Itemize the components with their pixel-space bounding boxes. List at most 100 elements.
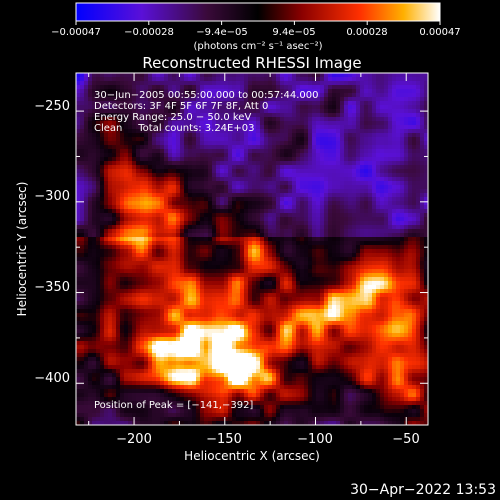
heatmap-cell bbox=[116, 269, 121, 274]
heatmap-cell bbox=[232, 125, 237, 130]
heatmap-cell bbox=[248, 185, 253, 190]
heatmap-cell bbox=[188, 181, 193, 186]
heatmap-cell bbox=[228, 305, 233, 310]
heatmap-cell bbox=[220, 157, 225, 162]
heatmap-cell bbox=[100, 373, 105, 378]
heatmap-cell bbox=[300, 181, 305, 186]
heatmap-cell bbox=[144, 421, 149, 425]
heatmap-cell bbox=[100, 357, 105, 362]
heatmap-cell bbox=[224, 317, 229, 322]
heatmap-cell bbox=[148, 125, 153, 130]
heatmap-cell bbox=[196, 125, 201, 130]
heatmap-cell bbox=[180, 409, 185, 414]
heatmap-cell bbox=[88, 189, 93, 194]
heatmap-cell bbox=[156, 297, 161, 302]
heatmap-cell bbox=[144, 261, 149, 266]
heatmap-cell bbox=[196, 149, 201, 154]
heatmap-cell bbox=[264, 361, 269, 366]
heatmap-cell bbox=[256, 193, 261, 198]
heatmap-cell bbox=[204, 381, 209, 386]
heatmap-cell bbox=[132, 401, 137, 406]
heatmap-cell bbox=[92, 177, 97, 182]
heatmap-cell bbox=[180, 265, 185, 270]
heatmap-cell bbox=[276, 353, 281, 358]
heatmap-cell bbox=[100, 81, 105, 86]
heatmap-cell bbox=[156, 345, 161, 350]
heatmap-cell bbox=[164, 401, 169, 406]
heatmap-cell bbox=[288, 161, 293, 166]
heatmap-cell bbox=[292, 341, 297, 346]
heatmap-cell bbox=[236, 157, 241, 162]
heatmap-cell bbox=[152, 105, 157, 110]
heatmap-cell bbox=[168, 309, 173, 314]
heatmap-cell bbox=[260, 309, 265, 314]
heatmap-cell bbox=[228, 377, 233, 382]
heatmap-cell bbox=[92, 269, 97, 274]
heatmap-cell bbox=[244, 325, 249, 330]
heatmap-cell bbox=[272, 301, 277, 306]
heatmap-cell bbox=[132, 125, 137, 130]
heatmap-cell bbox=[156, 165, 161, 170]
heatmap-cell bbox=[248, 373, 253, 378]
heatmap-cell bbox=[136, 281, 141, 286]
heatmap-cell bbox=[260, 85, 265, 90]
heatmap-cell bbox=[160, 353, 165, 358]
heatmap-cell bbox=[220, 137, 225, 142]
heatmap-cell bbox=[168, 269, 173, 274]
heatmap-cell bbox=[188, 321, 193, 326]
heatmap-cell bbox=[188, 261, 193, 266]
heatmap-cell bbox=[184, 173, 189, 178]
heatmap-cell bbox=[220, 205, 225, 210]
heatmap-cell bbox=[164, 289, 169, 294]
heatmap-cell bbox=[216, 337, 221, 342]
heatmap-cell bbox=[108, 133, 113, 138]
heatmap-cell bbox=[124, 117, 129, 122]
heatmap-cell bbox=[216, 189, 221, 194]
heatmap-cell bbox=[136, 321, 141, 326]
heatmap-cell bbox=[256, 181, 261, 186]
heatmap-cell bbox=[160, 349, 165, 354]
heatmap-cell bbox=[276, 157, 281, 162]
heatmap-cell bbox=[268, 273, 273, 278]
heatmap-cell bbox=[240, 337, 245, 342]
heatmap-cell bbox=[80, 89, 85, 94]
heatmap-cell bbox=[232, 301, 237, 306]
heatmap-cell bbox=[76, 201, 81, 206]
heatmap-cell bbox=[88, 77, 93, 82]
heatmap-cell bbox=[76, 157, 81, 162]
heatmap-cell bbox=[288, 393, 293, 398]
heatmap-cell bbox=[152, 269, 157, 274]
heatmap-cell bbox=[268, 125, 273, 130]
heatmap-cell bbox=[80, 273, 85, 278]
heatmap-cell bbox=[252, 225, 257, 230]
heatmap-cell bbox=[204, 385, 209, 390]
heatmap-cell bbox=[100, 205, 105, 210]
heatmap-cell bbox=[112, 81, 117, 86]
heatmap-cell bbox=[168, 193, 173, 198]
heatmap-cell bbox=[240, 133, 245, 138]
heatmap-cell bbox=[76, 93, 81, 98]
heatmap-cell bbox=[124, 205, 129, 210]
heatmap-cell bbox=[260, 117, 265, 122]
heatmap-cell bbox=[232, 241, 237, 246]
heatmap-cell bbox=[232, 273, 237, 278]
heatmap-cell bbox=[84, 101, 89, 106]
heatmap-cell bbox=[136, 237, 141, 242]
heatmap-cell bbox=[84, 141, 89, 146]
heatmap-cell bbox=[232, 329, 237, 334]
heatmap-cell bbox=[108, 121, 113, 126]
heatmap-cell bbox=[100, 189, 105, 194]
heatmap-cell bbox=[200, 341, 205, 346]
heatmap-cell bbox=[260, 389, 265, 394]
heatmap-cell bbox=[248, 181, 253, 186]
heatmap-cell bbox=[284, 177, 289, 182]
heatmap-cell bbox=[216, 73, 221, 78]
heatmap-cell bbox=[188, 233, 193, 238]
heatmap-cell bbox=[84, 153, 89, 158]
heatmap-cell bbox=[120, 377, 125, 382]
heatmap-cell bbox=[260, 185, 265, 190]
heatmap-cell bbox=[172, 313, 177, 318]
heatmap-cell bbox=[216, 221, 221, 226]
heatmap-cell bbox=[136, 213, 141, 218]
heatmap-cell bbox=[172, 209, 177, 214]
